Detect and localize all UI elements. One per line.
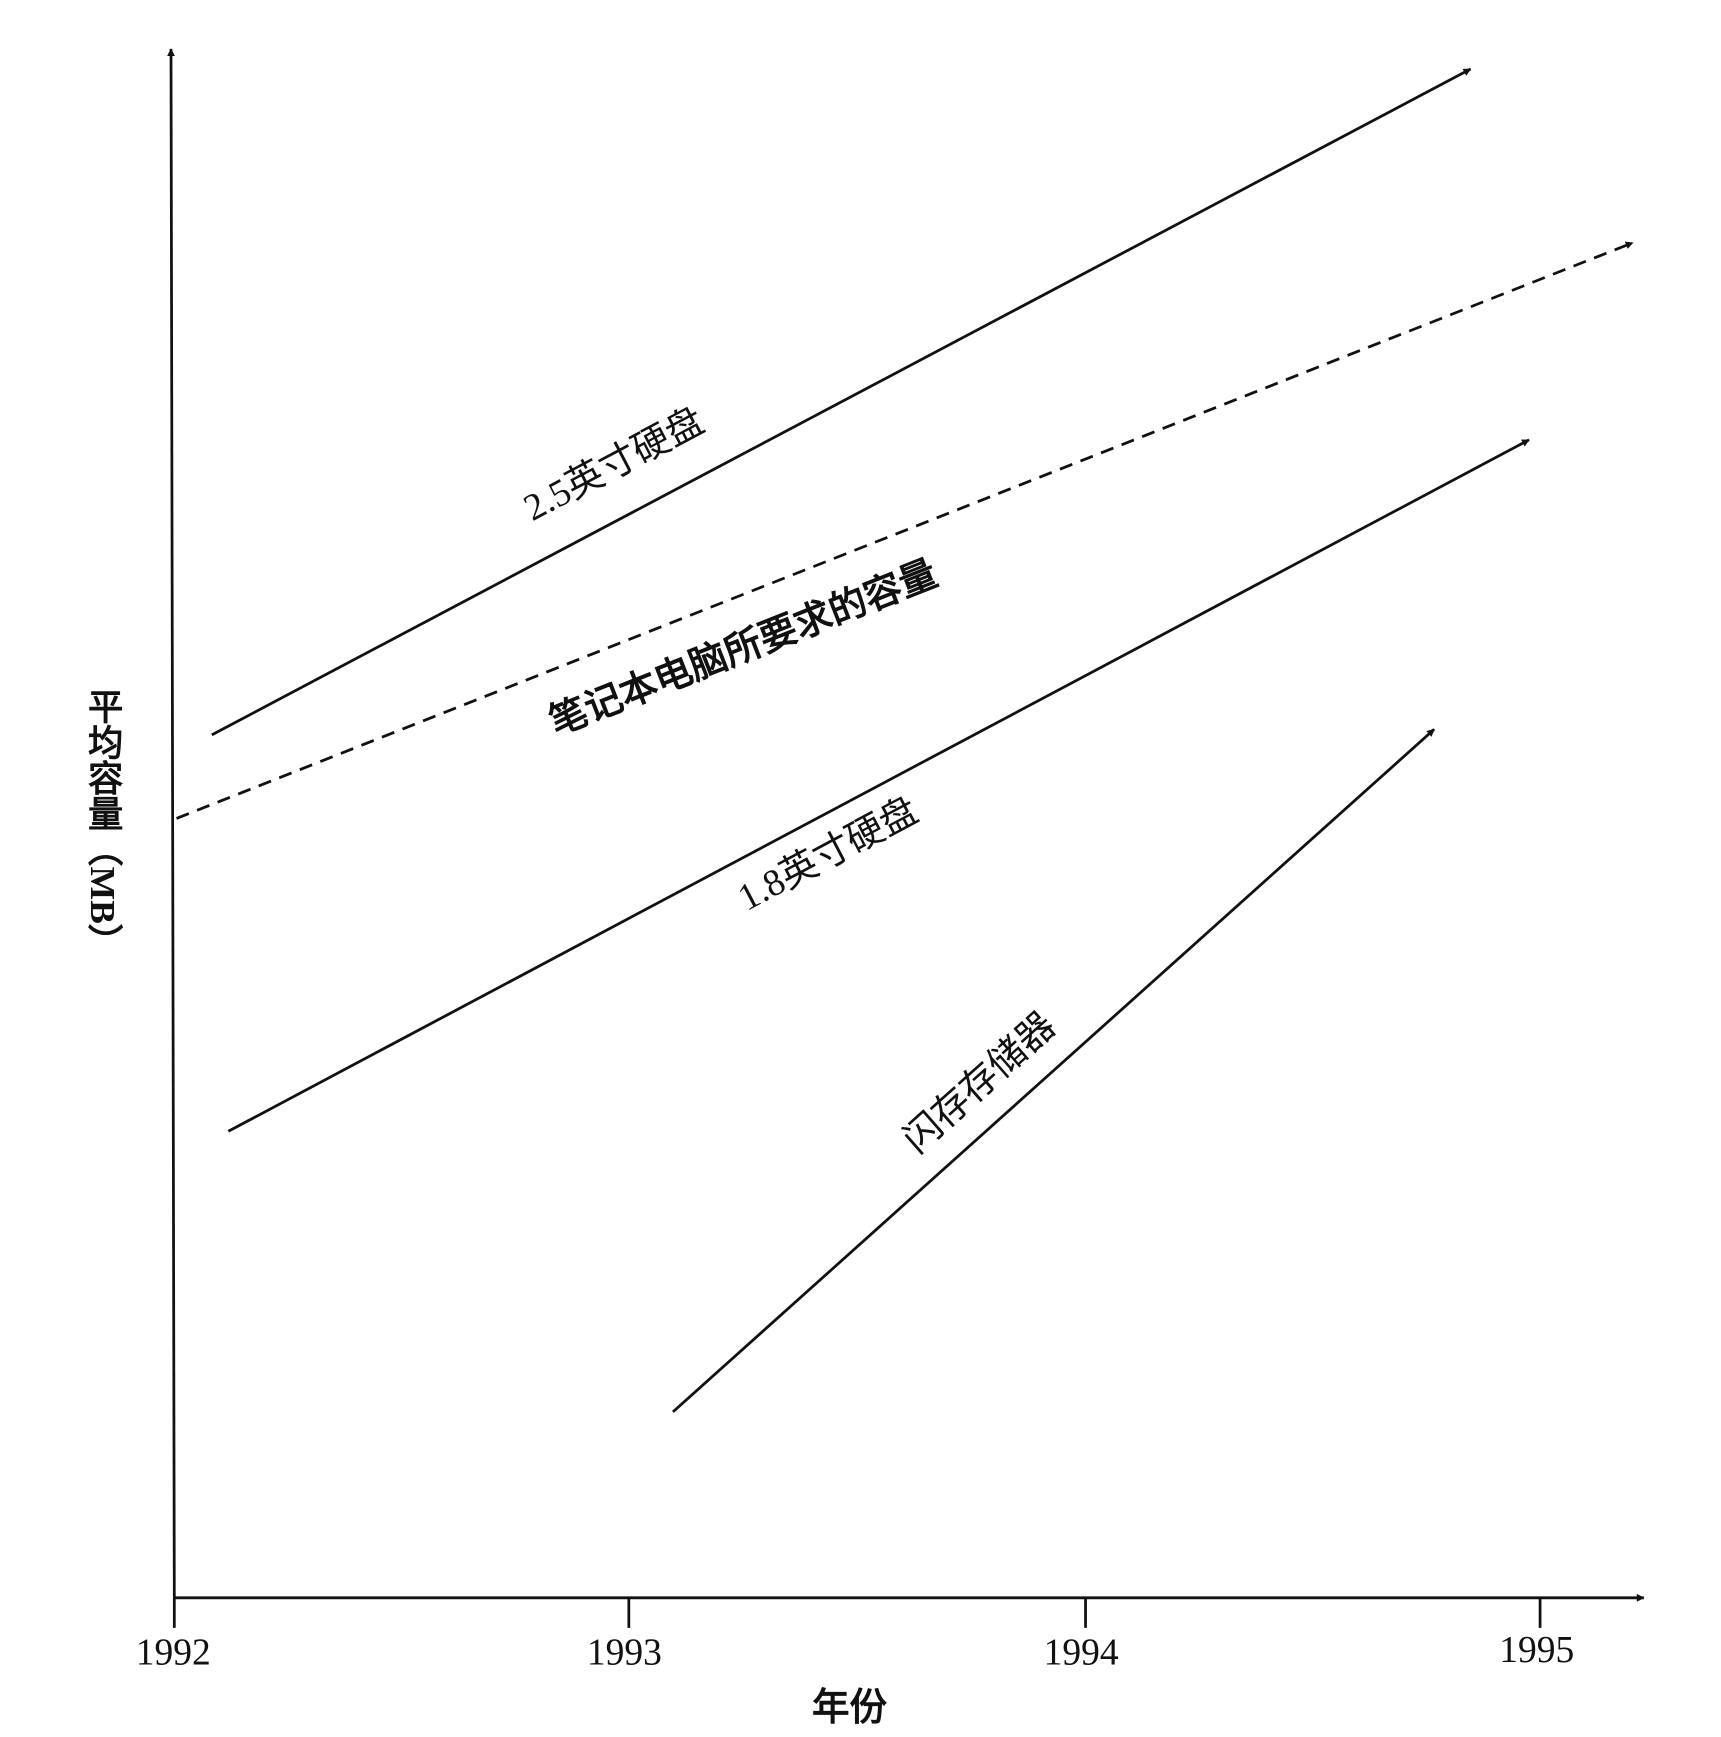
- y-axis-label: 平均容量（MB）: [83, 688, 123, 959]
- trend-arrow: [227, 438, 1530, 1133]
- y-axis: [167, 48, 176, 1598]
- trend-arrow: [672, 728, 1436, 1413]
- trend-arrow-dashed: [176, 241, 1634, 820]
- x-axis-label: 年份: [812, 1687, 887, 1729]
- x-tick-label: 1993: [587, 1631, 662, 1673]
- x-tick-label: 1994: [1044, 1631, 1119, 1673]
- x-tick-label: 1995: [1499, 1629, 1574, 1671]
- trend-arrow: [211, 67, 1472, 737]
- x-tick-label: 1992: [136, 1631, 211, 1673]
